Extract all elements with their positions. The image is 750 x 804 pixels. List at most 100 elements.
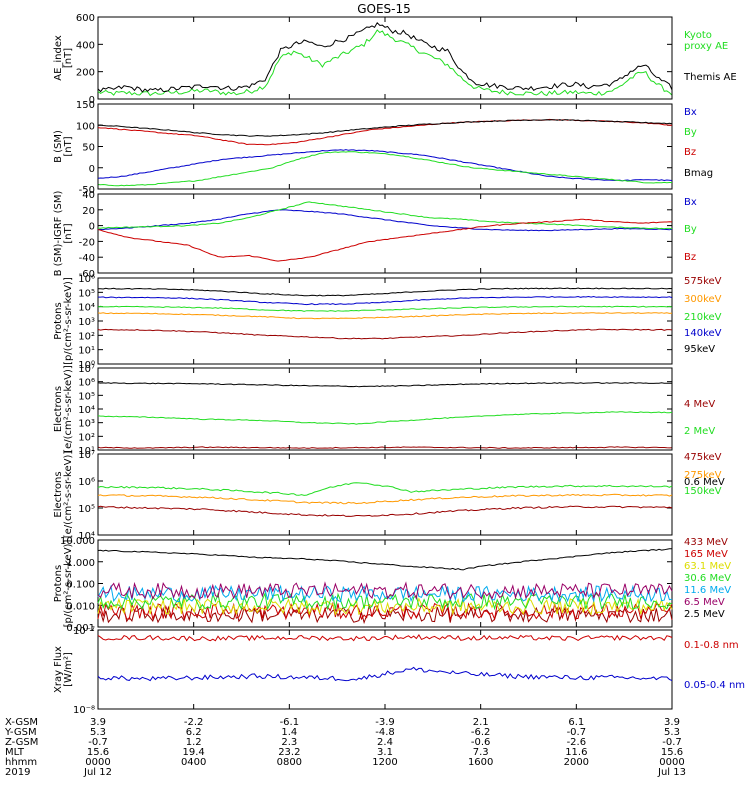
series-line (97, 29, 673, 97)
series-line (97, 493, 673, 505)
series-line (97, 584, 673, 603)
panel-7: 10⁻⁸ 10⁻⁷ Xray Flux [W/m²] 0.1-0.8 nm 0.05-0.… (53, 626, 745, 716)
y-tick-label: 0 (89, 95, 95, 106)
x-row-label: Z-GSM (5, 737, 38, 748)
legend-entry: Bz (684, 147, 696, 158)
y-tick-label: 10¹ (78, 346, 95, 357)
panel-frame (97, 103, 673, 190)
y-tick-label: 10³ (78, 317, 95, 328)
y-axis-label: [W/m²] (63, 652, 74, 687)
x-axis-value: -3.9 (375, 717, 395, 728)
series-line (97, 287, 673, 297)
series-line (97, 151, 672, 187)
series-line (97, 118, 672, 146)
series-line (97, 305, 673, 312)
x-axis-value: 3.9 (664, 717, 680, 728)
legend-entry: 30.6 MeV (684, 573, 731, 584)
series-line (97, 505, 673, 517)
panel-2: -60 -40 -20 0 20 40 B (SM)-IGRF (SM) [nT] Bx By Bz (53, 190, 697, 280)
x-axis-value: -2.6 (567, 737, 587, 748)
y-tick-label: 10³ (78, 419, 95, 430)
series-line (97, 633, 673, 642)
x-axis-value: -0.7 (662, 737, 682, 748)
series-line (97, 328, 673, 340)
series-line (97, 201, 673, 230)
x-axis-value: 1.2 (186, 737, 202, 748)
x-axis-value: 0800 (277, 757, 302, 768)
y-tick-label: 0.100 (66, 580, 95, 591)
legend-entry: 0.6 MeV (684, 477, 725, 488)
legend-entry: 6.5 MeV (684, 597, 725, 608)
y-tick-label: 10² (78, 331, 95, 342)
y-tick-label: 10¹ (78, 446, 95, 457)
x-axis-value: -6.2 (471, 727, 491, 738)
series-line (97, 548, 672, 571)
legend-entry: 165 MeV (684, 549, 728, 560)
x-axis-value: 5.3 (90, 727, 106, 738)
x-axis-value: 0000 (659, 757, 684, 768)
panel-frame (97, 277, 673, 365)
x-axis-value: 2.4 (377, 737, 393, 748)
y-tick-label: 0.001 (66, 623, 95, 634)
y-tick-label: 0.010 (66, 601, 95, 612)
y-tick-label: 150 (76, 100, 95, 111)
y-tick-label: 10⁰ (78, 360, 95, 371)
y-tick-label: 10⁷ (78, 364, 95, 375)
x-axis-value: 1200 (372, 757, 397, 768)
x-row-label: X-GSM (5, 717, 38, 728)
y-axis-label: [nT] (63, 136, 74, 156)
panel-4: 10¹ 10² 10³ 10⁴ 10⁵ 10⁶ 10⁷ Electrons [e/(cm²-s-… (53, 364, 725, 488)
series-line (97, 597, 673, 616)
x-axis-value: 23.2 (278, 747, 300, 758)
legend-entry: 4 MeV (684, 399, 715, 410)
y-tick-label: 50 (82, 143, 95, 154)
legend-entry: 150keV (684, 486, 722, 497)
y-tick-label: 10⁵ (78, 288, 95, 299)
series-line (97, 411, 673, 425)
x-axis-value: -2.2 (184, 717, 204, 728)
legend-entry: Bmag (684, 168, 713, 179)
panel-frame (97, 193, 673, 274)
panel-frame (97, 629, 673, 710)
x-axis-value: 2.3 (281, 737, 297, 748)
x-axis-value: 7.3 (473, 747, 489, 758)
legend-entry: Bx (684, 197, 697, 208)
y-axis-label: B (SM)-IGRF (SM) (53, 191, 64, 277)
y-tick-label: 20 (82, 206, 95, 217)
series-line (98, 295, 673, 306)
x-axis-value: -0.7 (88, 737, 108, 748)
y-tick-label: 10⁵ (78, 391, 95, 402)
series-line (98, 209, 673, 232)
x-row-label: 2019 (5, 767, 30, 778)
x-axis-value: 15.6 (87, 747, 109, 758)
y-axis-label: AE_index (53, 35, 64, 81)
legend-entry: 0.1-0.8 nm (684, 640, 739, 651)
y-tick-label: 10⁶ (78, 378, 95, 389)
y-axis-label: [e/(cm²-s-sr-keV)] (63, 451, 74, 539)
y-tick-label: -60 (79, 269, 95, 280)
legend-entry: proxy AE (684, 41, 728, 52)
panel-5: 10⁴ 10⁵ 10⁶ 10⁷ Electrons [e/(cm²-s-sr-keV)] 4… (53, 450, 722, 542)
legend-entry: 2.5 MeV (684, 609, 725, 620)
legend-entry: 275keV (684, 470, 722, 481)
panel-frame (97, 453, 673, 536)
page-title: GOES-15 (357, 2, 411, 16)
legend-entry: Themis AE (683, 72, 737, 83)
legend-entry: 433 MeV (684, 537, 728, 548)
x-axis-value: -0.7 (567, 727, 587, 738)
y-axis-label: Electrons (53, 471, 64, 517)
y-tick-label: 0 (89, 164, 95, 175)
legend-entry: 0.05-0.4 nm (684, 680, 745, 691)
x-axis-value: 0000 (85, 757, 110, 768)
legend-entry: 140keV (684, 328, 722, 339)
x-axis-value: 6.2 (186, 727, 202, 738)
x-axis-value: 2000 (564, 757, 589, 768)
y-axis-label: [nT] (63, 223, 74, 243)
y-tick-label: 10² (78, 432, 95, 443)
y-tick-label: 10⁴ (78, 405, 95, 416)
x-axis-value: 0400 (181, 757, 206, 768)
panel-1: -50 0 50 100 150 B (SM) [nT] Bx By Bz Bmag (53, 100, 713, 196)
x-axis-value: 3.1 (377, 747, 393, 758)
